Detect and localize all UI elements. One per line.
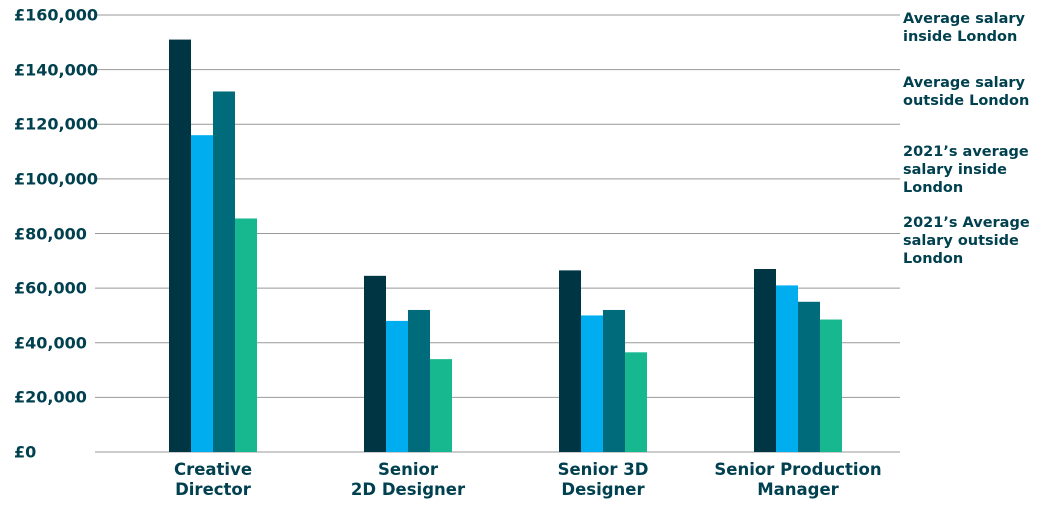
bar xyxy=(386,320,408,452)
bar xyxy=(408,309,430,452)
legend-label: 2021’s Average salary outside London xyxy=(903,215,1030,267)
bar xyxy=(754,269,776,452)
bar xyxy=(625,352,647,452)
x-tick-label: Senior Production Manager xyxy=(714,460,882,499)
y-tick-label: £140,000 xyxy=(14,60,99,80)
x-tick-label: Senior 3D Designer xyxy=(557,460,649,499)
bar xyxy=(169,39,191,453)
bar xyxy=(213,91,235,452)
y-tick-label: £60,000 xyxy=(14,278,87,298)
bar xyxy=(603,309,625,452)
x-tick-label: Creative Director xyxy=(173,460,253,499)
y-tick-label: £160,000 xyxy=(14,5,99,25)
y-tick-label: £40,000 xyxy=(14,333,87,353)
y-tick-label: £0 xyxy=(14,442,37,462)
legend-label: 2021’s average salary inside London xyxy=(903,144,1029,196)
legend-label: Average salary outside London xyxy=(903,75,1030,109)
y-tick-label: £120,000 xyxy=(14,114,99,134)
legend-label: Average salary inside London xyxy=(903,11,1025,45)
bar xyxy=(191,135,213,453)
bar xyxy=(235,218,257,452)
bar xyxy=(798,301,820,452)
bar xyxy=(559,270,581,452)
bar xyxy=(430,359,452,452)
bar xyxy=(776,285,798,452)
bar xyxy=(820,319,842,452)
bar xyxy=(364,275,386,452)
x-tick-label: Senior 2D Designer xyxy=(350,460,466,499)
y-tick-label: £80,000 xyxy=(14,224,87,243)
y-tick-label: £20,000 xyxy=(14,387,87,407)
bar xyxy=(581,315,603,452)
y-tick-label: £100,000 xyxy=(14,169,99,189)
